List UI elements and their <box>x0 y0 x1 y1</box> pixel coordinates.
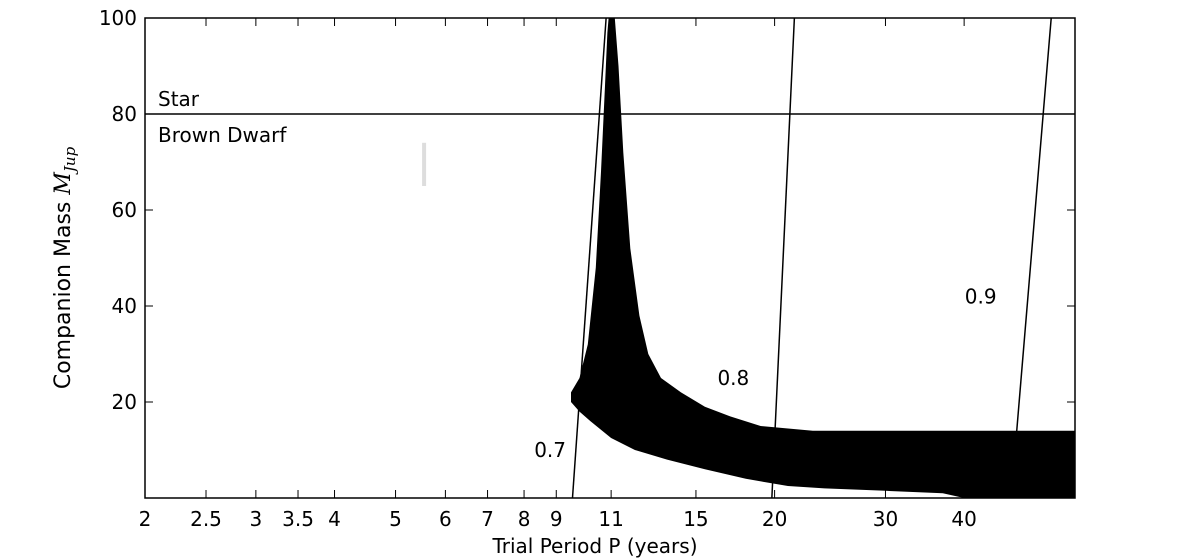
faint-feature <box>422 142 427 186</box>
x-tick-label: 2 <box>139 507 152 531</box>
x-tick-label: 15 <box>683 507 708 531</box>
x-tick-label: 3.5 <box>282 507 314 531</box>
line-layer <box>145 18 1075 498</box>
y-axis-label: Companion Mass MJup <box>51 146 79 389</box>
annotation-layer: 0.7 0.8 0.9 Star Brown Dwarf <box>158 87 997 462</box>
eccentricity-label: 0.8 <box>717 366 749 390</box>
y-tick-label: 60 <box>112 198 137 222</box>
eccentricity-line-0.9 <box>1010 18 1052 498</box>
y-tick-label: 100 <box>99 6 137 30</box>
x-tick-label: 7 <box>481 507 494 531</box>
eccentricity-label: 0.9 <box>965 284 997 308</box>
x-tick-label: 3 <box>250 507 263 531</box>
x-tick-label: 11 <box>598 507 623 531</box>
y-axis-label-math: M <box>51 172 76 196</box>
y-tick-label: 80 <box>112 102 137 126</box>
x-tick-label: 30 <box>873 507 898 531</box>
x-tick-label: 4 <box>328 507 341 531</box>
solution-region <box>571 18 1075 498</box>
y-tick-label: 20 <box>112 390 137 414</box>
eccentricity-label: 0.7 <box>534 438 566 462</box>
x-tick-label: 20 <box>762 507 787 531</box>
x-tick-label: 40 <box>951 507 976 531</box>
x-tick-label: 5 <box>389 507 402 531</box>
eccentricity-line-0.7 <box>571 18 607 498</box>
eccentricity-line-0.8 <box>771 18 796 498</box>
x-tick-label: 9 <box>550 507 563 531</box>
plot-area <box>422 18 1075 498</box>
x-axis-label: Trial Period P (years) <box>491 534 697 558</box>
tick-layer: 2 2.5 3 3.5 4 5 6 7 8 9 11 15 20 30 40 20 40 60 80 100 <box>99 6 1075 531</box>
x-tick-label: 2.5 <box>190 507 222 531</box>
y-axis-label-subscript: Jup <box>61 146 79 175</box>
star-label: Star <box>158 87 200 111</box>
x-tick-label: 6 <box>439 507 452 531</box>
y-tick-label: 40 <box>112 294 137 318</box>
brown-dwarf-label: Brown Dwarf <box>158 123 287 147</box>
x-tick-label: 8 <box>518 507 531 531</box>
plot-frame <box>144 17 1076 499</box>
y-axis-label-text: Companion Mass <box>51 195 76 390</box>
